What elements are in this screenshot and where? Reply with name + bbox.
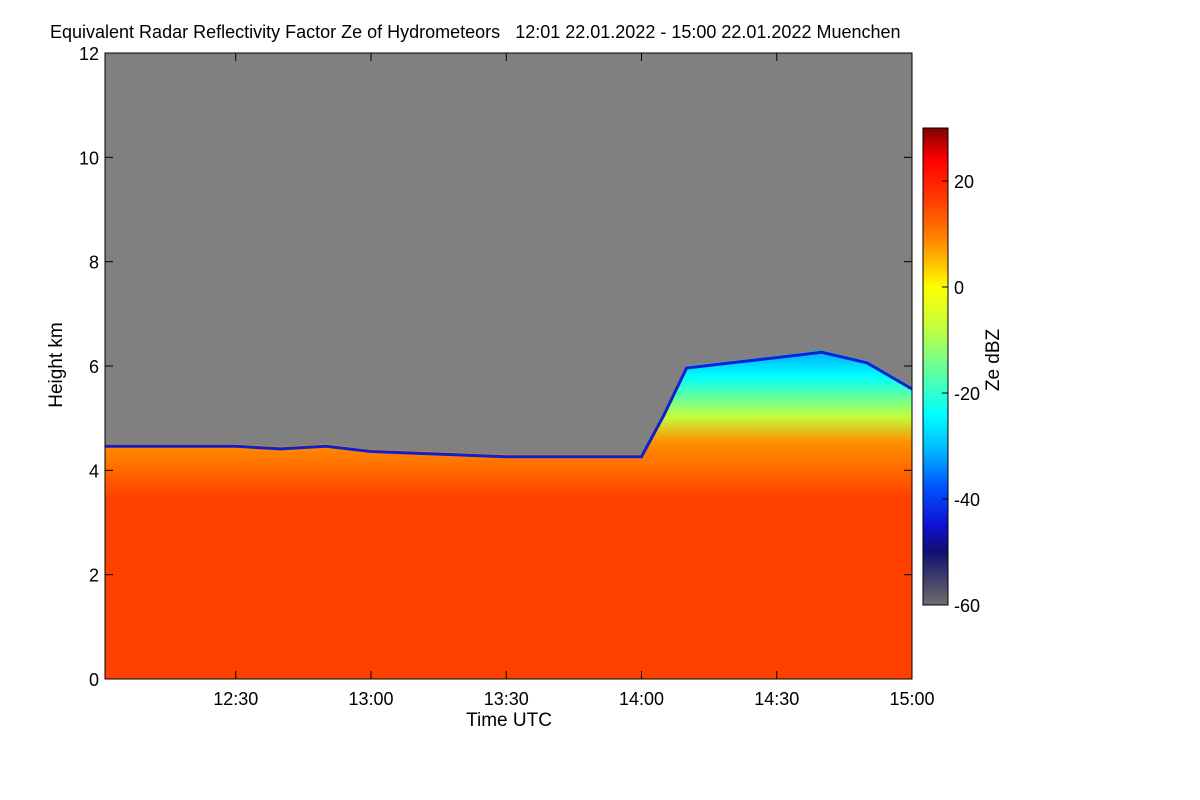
- y-axis-label: Height km: [46, 322, 67, 408]
- echo-top-low-reflectivity-edge: [105, 350, 912, 459]
- x-tick-label: 12:30: [213, 689, 258, 709]
- colorbar-tick-label: -60: [954, 596, 980, 616]
- chart-title-main: Equivalent Radar Reflectivity Factor Ze …: [50, 22, 501, 42]
- y-tick-label: 4: [89, 461, 99, 481]
- colorbar: [922, 127, 949, 606]
- y-tick-label: 12: [79, 44, 99, 64]
- colorbar-ticks: 20 0 -20 -40 -60: [942, 172, 980, 616]
- y-tick-label: 8: [89, 253, 99, 273]
- y-axis-ticks: 0 2 4 6 8 10 12: [79, 44, 912, 690]
- x-axis-label: Time UTC: [466, 710, 552, 731]
- x-tick-label: 14:30: [754, 689, 799, 709]
- chart-time-range: 12:01 22.01.2022 - 15:00 22.01.2022: [515, 22, 812, 42]
- reflectivity-echo-region: [105, 350, 912, 679]
- x-tick-label: 14:00: [619, 689, 664, 709]
- colorbar-tick-label: 20: [954, 172, 974, 192]
- y-tick-label: 6: [89, 357, 99, 377]
- x-tick-label: 13:30: [484, 689, 529, 709]
- colorbar-tick-label: -40: [954, 490, 980, 510]
- x-tick-label: 13:00: [348, 689, 393, 709]
- chart-location: Muenchen: [816, 22, 901, 42]
- colorbar-tick-label: -20: [954, 384, 980, 404]
- y-tick-label: 2: [89, 566, 99, 586]
- y-tick-label: 10: [79, 148, 99, 168]
- x-axis-ticks: 12:30 13:00 13:30 14:00 14:30 15:00: [213, 53, 935, 709]
- x-tick-label: 15:00: [889, 689, 934, 709]
- colorbar-tick-label: 0: [954, 278, 964, 298]
- plot-area: [105, 53, 912, 679]
- y-tick-label: 0: [89, 670, 99, 690]
- chart-title: Equivalent Radar Reflectivity Factor Ze …: [50, 22, 901, 43]
- colorbar-label: Ze dBZ: [983, 328, 1004, 391]
